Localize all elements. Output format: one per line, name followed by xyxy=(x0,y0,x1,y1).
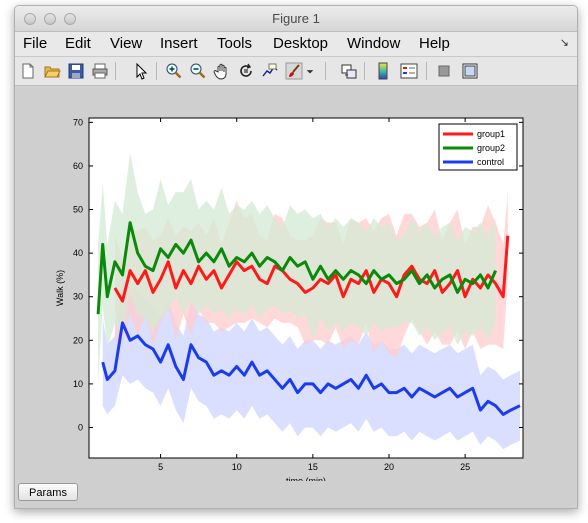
colorbar-icon[interactable] xyxy=(373,61,393,81)
plot-axes[interactable]: 5 10 15 20 25 0 10 20 30 40 50 60 70 time (min) Walk (… xyxy=(15,86,577,481)
y-tick-label: 70 xyxy=(73,117,83,127)
y-tick-label: 20 xyxy=(73,335,83,345)
menu-edit[interactable]: Edit xyxy=(65,35,91,52)
toolbar-separator xyxy=(364,62,365,80)
menu-dock-arrow-icon[interactable]: ↘ xyxy=(559,37,569,49)
rotate-3d-icon[interactable] xyxy=(236,61,256,81)
y-tick-label: 40 xyxy=(73,248,83,258)
pan-hand-icon[interactable] xyxy=(212,61,232,81)
figure-window: Figure 1 File Edit View Insert Tools Des… xyxy=(14,5,578,509)
series-line-group1[interactable] xyxy=(113,235,510,303)
close-window-icon[interactable] xyxy=(24,13,36,25)
x-tick-label: 20 xyxy=(384,462,394,472)
window-title: Figure 1 xyxy=(272,11,320,26)
params-button[interactable]: Params xyxy=(18,483,78,501)
menu-desktop[interactable]: Desktop xyxy=(273,35,329,52)
menu-bar: File Edit View Insert Tools Desktop Wind… xyxy=(15,32,577,57)
x-tick-label: 10 xyxy=(232,462,242,472)
figure-canvas: 5 10 15 20 25 0 10 20 30 40 50 60 70 time (min) Walk (… xyxy=(15,86,577,508)
brush-dropdown-icon[interactable] xyxy=(304,61,316,81)
title-bar: Figure 1 xyxy=(15,6,577,32)
figure-toolbar xyxy=(15,57,577,86)
legend-icon[interactable] xyxy=(399,61,419,81)
x-axis-label: time (min) xyxy=(286,476,326,481)
menu-view[interactable]: View xyxy=(110,35,143,52)
legend-label-control: control xyxy=(477,157,504,167)
menu-insert[interactable]: Insert xyxy=(160,35,198,52)
show-plot-tools-icon[interactable] xyxy=(460,61,480,81)
series-band-control xyxy=(102,270,520,450)
link-plot-icon[interactable] xyxy=(339,61,359,81)
minimize-window-icon[interactable] xyxy=(44,13,56,25)
y-tick-label: 50 xyxy=(73,205,83,215)
zoom-out-icon[interactable] xyxy=(188,61,208,81)
toolbar-separator xyxy=(156,62,157,80)
legend-label-group1: group1 xyxy=(477,129,505,139)
menu-help[interactable]: Help xyxy=(419,35,450,52)
brush-icon[interactable] xyxy=(284,61,304,81)
toolbar-separator xyxy=(325,62,326,80)
plot-frame xyxy=(88,117,524,459)
x-tick-label: 25 xyxy=(460,462,470,472)
toolbar-separator xyxy=(115,62,116,80)
series-band-group2 xyxy=(98,152,496,384)
y-tick-label: 10 xyxy=(73,379,83,389)
legend-label-group2: group2 xyxy=(477,143,505,153)
zoom-window-icon[interactable] xyxy=(64,13,76,25)
y-tick-label: 0 xyxy=(78,422,83,432)
zoom-in-icon[interactable] xyxy=(164,61,184,81)
y-tick-label: 30 xyxy=(73,292,83,302)
x-tick-label: 15 xyxy=(308,462,318,472)
new-figure-icon[interactable] xyxy=(18,61,38,81)
menu-file[interactable]: File xyxy=(23,35,48,52)
menu-window[interactable]: Window xyxy=(347,35,401,52)
print-icon[interactable] xyxy=(90,61,110,81)
hide-plot-tools-icon[interactable] xyxy=(434,61,454,81)
data-cursor-icon[interactable] xyxy=(260,61,280,81)
series-line-group2[interactable] xyxy=(96,221,497,315)
toolbar-separator xyxy=(426,62,427,80)
open-file-icon[interactable] xyxy=(42,61,62,81)
y-axis-label: Walk (%) xyxy=(55,270,65,306)
series-line-control[interactable] xyxy=(101,321,521,416)
x-tick-label: 5 xyxy=(158,462,163,472)
save-icon[interactable] xyxy=(66,61,86,81)
pointer-icon[interactable] xyxy=(131,61,151,81)
y-tick-label: 60 xyxy=(73,161,83,171)
menu-tools[interactable]: Tools xyxy=(217,35,253,52)
